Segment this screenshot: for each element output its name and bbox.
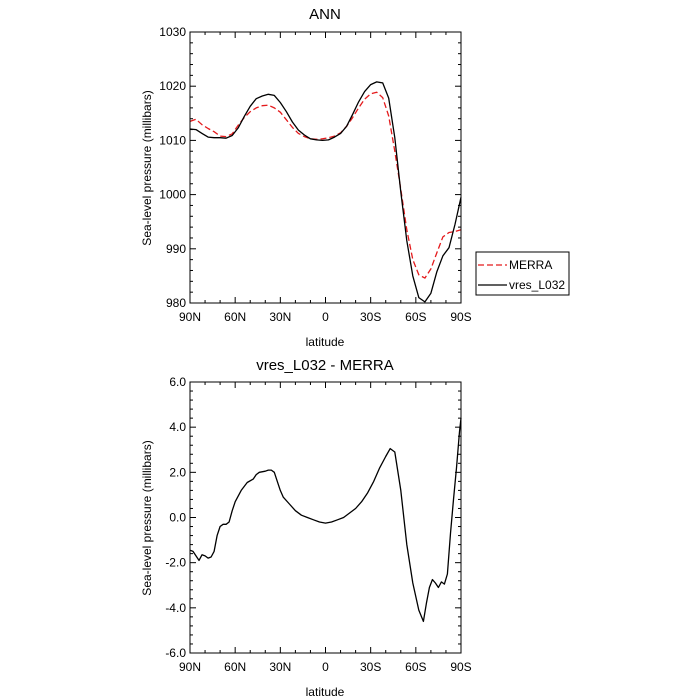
bottom-x-tick-label: 0: [322, 660, 329, 674]
top-y-tick-label: 1020: [159, 79, 186, 93]
top-series-line-vres-l032: [189, 81, 462, 303]
top-y-tick-label: 1030: [159, 25, 186, 39]
top-y-tick-label: 1010: [159, 133, 186, 147]
bottom-y-tick-label: 2.0: [169, 465, 186, 479]
top-x-tick-label: 30S: [360, 310, 381, 324]
bottom-axis-ticks: 90N 60N 30N 0 30S 60S 90S -6.0 -4.0 -2.0 0.0 2.0 4.0…: [165, 375, 471, 674]
top-chart-title: ANN: [309, 6, 341, 23]
bottom-x-tick-label: 60S: [405, 660, 426, 674]
top-y-tick-label: 980: [166, 296, 186, 310]
bottom-y-tick-label: 6.0: [169, 375, 186, 389]
bottom-y-tick-label: -4.0: [165, 601, 186, 615]
bottom-x-tick-label: 90N: [179, 660, 201, 674]
top-series-lines: [189, 81, 462, 303]
top-y-tick-label: 990: [166, 242, 186, 256]
top-x-tick-label: 90N: [179, 310, 201, 324]
legend-merra-label: MERRA: [509, 258, 552, 272]
bottom-x-tick-label: 30N: [269, 660, 291, 674]
top-plot-frame: [189, 31, 462, 304]
top-x-tick-label: 0: [322, 310, 329, 324]
bottom-y-axis-label: Sea-level pressure (millibars): [140, 440, 154, 595]
top-x-tick-label: 30N: [269, 310, 291, 324]
legend-box: [475, 251, 570, 296]
bottom-y-tick-label: -6.0: [165, 646, 186, 660]
bottom-series-line-0: [189, 418, 462, 623]
bottom-plot-frame: [189, 381, 462, 654]
bottom-y-tick-label: 4.0: [169, 420, 186, 434]
top-x-tick-label: 60N: [224, 310, 246, 324]
top-y-tick-label: 1000: [159, 188, 186, 202]
difference-panel: vres_L032 - MERRA Sea-level pressure (mi…: [140, 357, 472, 699]
mean-slp-panel: ANN Sea-level pressure (millibars) latit…: [140, 6, 570, 349]
legend-vres-label: vres_L032: [509, 278, 565, 292]
top-y-axis-label: Sea-level pressure (millibars): [140, 90, 154, 245]
top-x-tick-label: 90S: [450, 310, 471, 324]
bottom-x-axis-label: latitude: [306, 685, 345, 699]
legend: MERRA vres_L032: [475, 251, 570, 296]
top-axis-ticks: 90N 60N 30N 0 30S 60S 90S 980 990 1000 1010 1020 103…: [159, 25, 471, 324]
bottom-y-tick-label: 0.0: [169, 511, 186, 525]
top-x-axis-label: latitude: [306, 335, 345, 349]
bottom-y-tick-label: -2.0: [165, 556, 186, 570]
bottom-x-tick-label: 60N: [224, 660, 246, 674]
top-x-tick-label: 60S: [405, 310, 426, 324]
top-series-line-merra: [189, 91, 462, 279]
bottom-chart-title: vres_L032 - MERRA: [256, 357, 394, 374]
bottom-x-tick-label: 30S: [360, 660, 381, 674]
bottom-x-tick-label: 90S: [450, 660, 471, 674]
bottom-series-lines: [189, 418, 462, 623]
